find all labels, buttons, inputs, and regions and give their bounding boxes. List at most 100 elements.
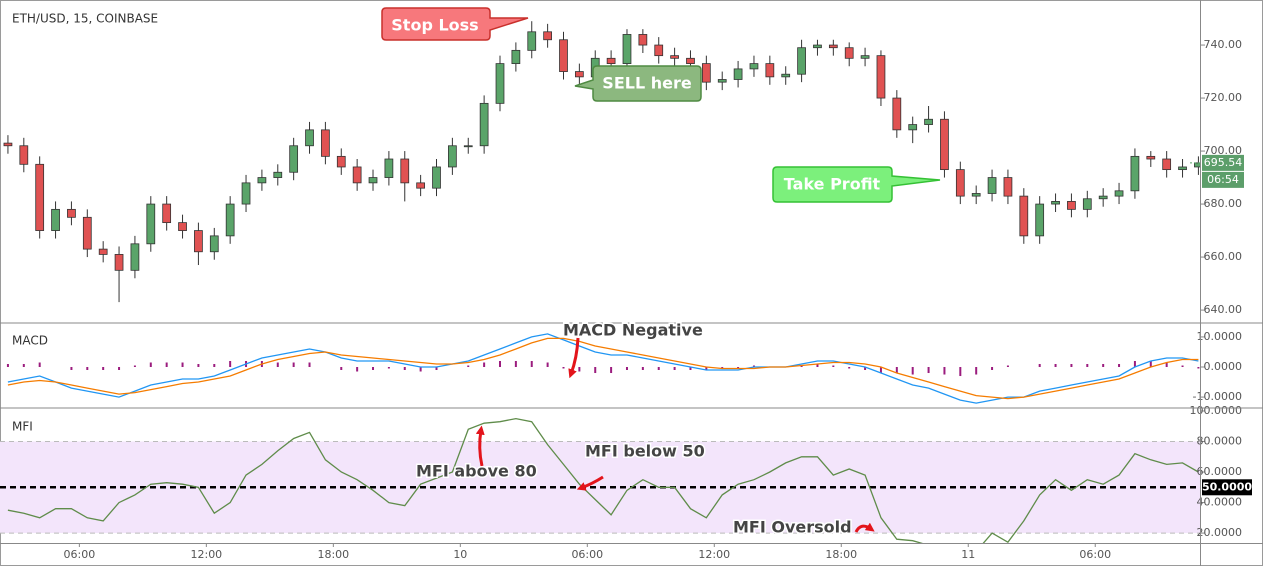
candle-body bbox=[543, 31, 552, 41]
candle-body bbox=[209, 235, 219, 253]
x-tick-label: 12:00 bbox=[698, 548, 730, 561]
candle-body bbox=[559, 39, 568, 72]
x-tick-label: 06:00 bbox=[1079, 548, 1111, 561]
candle-body bbox=[1067, 201, 1076, 210]
candle-body bbox=[1019, 195, 1029, 237]
annotation-text: MFI above 80 bbox=[416, 462, 537, 481]
y-tick-label: 680.00 bbox=[1204, 197, 1243, 210]
candle-body bbox=[321, 129, 330, 157]
plot-area bbox=[0, 417, 1200, 543]
last-price-tag bbox=[1202, 154, 1244, 171]
countdown-label: 06:54 bbox=[1207, 173, 1239, 186]
y-tick-label: 640.00 bbox=[1204, 303, 1243, 316]
candle-body bbox=[463, 145, 473, 148]
candle-body bbox=[654, 44, 664, 57]
y-tick-label: 10.0000 bbox=[1197, 330, 1243, 343]
series-line bbox=[7, 333, 1199, 404]
y-tick-label: 100.0000 bbox=[1190, 404, 1243, 417]
plot-layer: 740.00 720.00 700.00 680.00 660.00 640.00 695.… bbox=[0, 21, 1252, 561]
panel-title: MACD bbox=[12, 334, 48, 348]
candle-body bbox=[400, 158, 410, 184]
candle-body bbox=[876, 55, 886, 99]
annotation-text: MACD Negative bbox=[563, 321, 703, 340]
x-tick-label: 06:00 bbox=[571, 548, 603, 561]
candle-body bbox=[146, 203, 156, 245]
candle-body bbox=[971, 193, 981, 197]
annotation-text: MFI below 50 bbox=[585, 442, 705, 461]
candle-body bbox=[670, 55, 679, 59]
candle-body bbox=[860, 55, 870, 59]
plot-area bbox=[3, 21, 1200, 303]
callout-text: Stop Loss bbox=[391, 16, 478, 35]
y-tick-label: 660.00 bbox=[1204, 250, 1243, 263]
callout-text: Take Profit bbox=[784, 175, 881, 194]
reference-tag bbox=[1202, 479, 1252, 496]
x-tick-label: 11 bbox=[961, 548, 975, 561]
candle-body bbox=[3, 142, 13, 147]
candle-body bbox=[336, 155, 346, 168]
candle-body bbox=[130, 243, 140, 271]
candle-body bbox=[384, 158, 394, 178]
callout-box bbox=[574, 65, 702, 102]
candle-body bbox=[511, 49, 521, 65]
candle-body bbox=[273, 171, 283, 178]
callout-text: SELL here bbox=[602, 74, 692, 93]
y-tick-label: 60.0000 bbox=[1197, 465, 1243, 478]
candle-body bbox=[844, 47, 854, 59]
y-tick-label: -10.0000 bbox=[1193, 390, 1242, 403]
arrow bbox=[854, 522, 875, 533]
callout-box bbox=[772, 166, 941, 203]
candle-body bbox=[1178, 166, 1187, 171]
candle-body bbox=[368, 177, 378, 184]
candle-body bbox=[257, 177, 267, 184]
candle-body bbox=[686, 57, 695, 65]
candle-body bbox=[606, 57, 616, 65]
candle-body bbox=[717, 79, 727, 83]
candle-body bbox=[241, 182, 251, 205]
candle-body bbox=[416, 182, 426, 189]
y-tick-label: 80.0000 bbox=[1197, 435, 1243, 448]
y-tick-label: 20.0000 bbox=[1197, 526, 1243, 539]
chart-title: ETH/USD, 15, COINBASE bbox=[12, 12, 158, 26]
candle-body bbox=[114, 254, 124, 271]
candle-body bbox=[813, 44, 822, 49]
series-line bbox=[7, 417, 1199, 543]
callout-box bbox=[381, 7, 529, 41]
candle-body bbox=[955, 169, 965, 197]
y-tick-label: 720.00 bbox=[1204, 91, 1243, 104]
candle-body bbox=[98, 248, 108, 255]
candle-body bbox=[1035, 203, 1045, 237]
x-tick-label: 12:00 bbox=[190, 548, 222, 561]
candle-body bbox=[765, 63, 775, 78]
candle-body bbox=[1146, 155, 1156, 160]
candle-body bbox=[289, 145, 299, 173]
y-tick-label: 40.0000 bbox=[1197, 496, 1243, 509]
candle-body bbox=[225, 203, 235, 237]
candle-body bbox=[35, 163, 45, 231]
arrow bbox=[568, 337, 580, 379]
candle-body bbox=[892, 97, 902, 131]
candle-body bbox=[781, 73, 791, 78]
candle-body bbox=[352, 166, 362, 184]
candle-body bbox=[638, 34, 648, 46]
candle-body bbox=[797, 47, 806, 75]
candle-body bbox=[622, 34, 632, 65]
candle-body bbox=[987, 177, 997, 194]
y-tick-label: 700.00 bbox=[1204, 144, 1243, 157]
candle-body bbox=[1098, 195, 1108, 200]
candle-body bbox=[479, 102, 489, 147]
candle-body bbox=[1082, 198, 1092, 210]
candle-body bbox=[432, 166, 441, 189]
y-tick-label: 0.0000 bbox=[1204, 360, 1243, 373]
candle-body bbox=[178, 222, 187, 231]
candle-body bbox=[51, 208, 60, 231]
countdown-tag bbox=[1202, 171, 1244, 188]
plot-area bbox=[6, 333, 1200, 404]
arrow bbox=[475, 425, 485, 467]
candle-body bbox=[701, 63, 711, 83]
arrow bbox=[576, 475, 604, 491]
candle-body bbox=[908, 124, 918, 131]
candle-body bbox=[82, 216, 92, 250]
candle-body bbox=[162, 203, 172, 224]
